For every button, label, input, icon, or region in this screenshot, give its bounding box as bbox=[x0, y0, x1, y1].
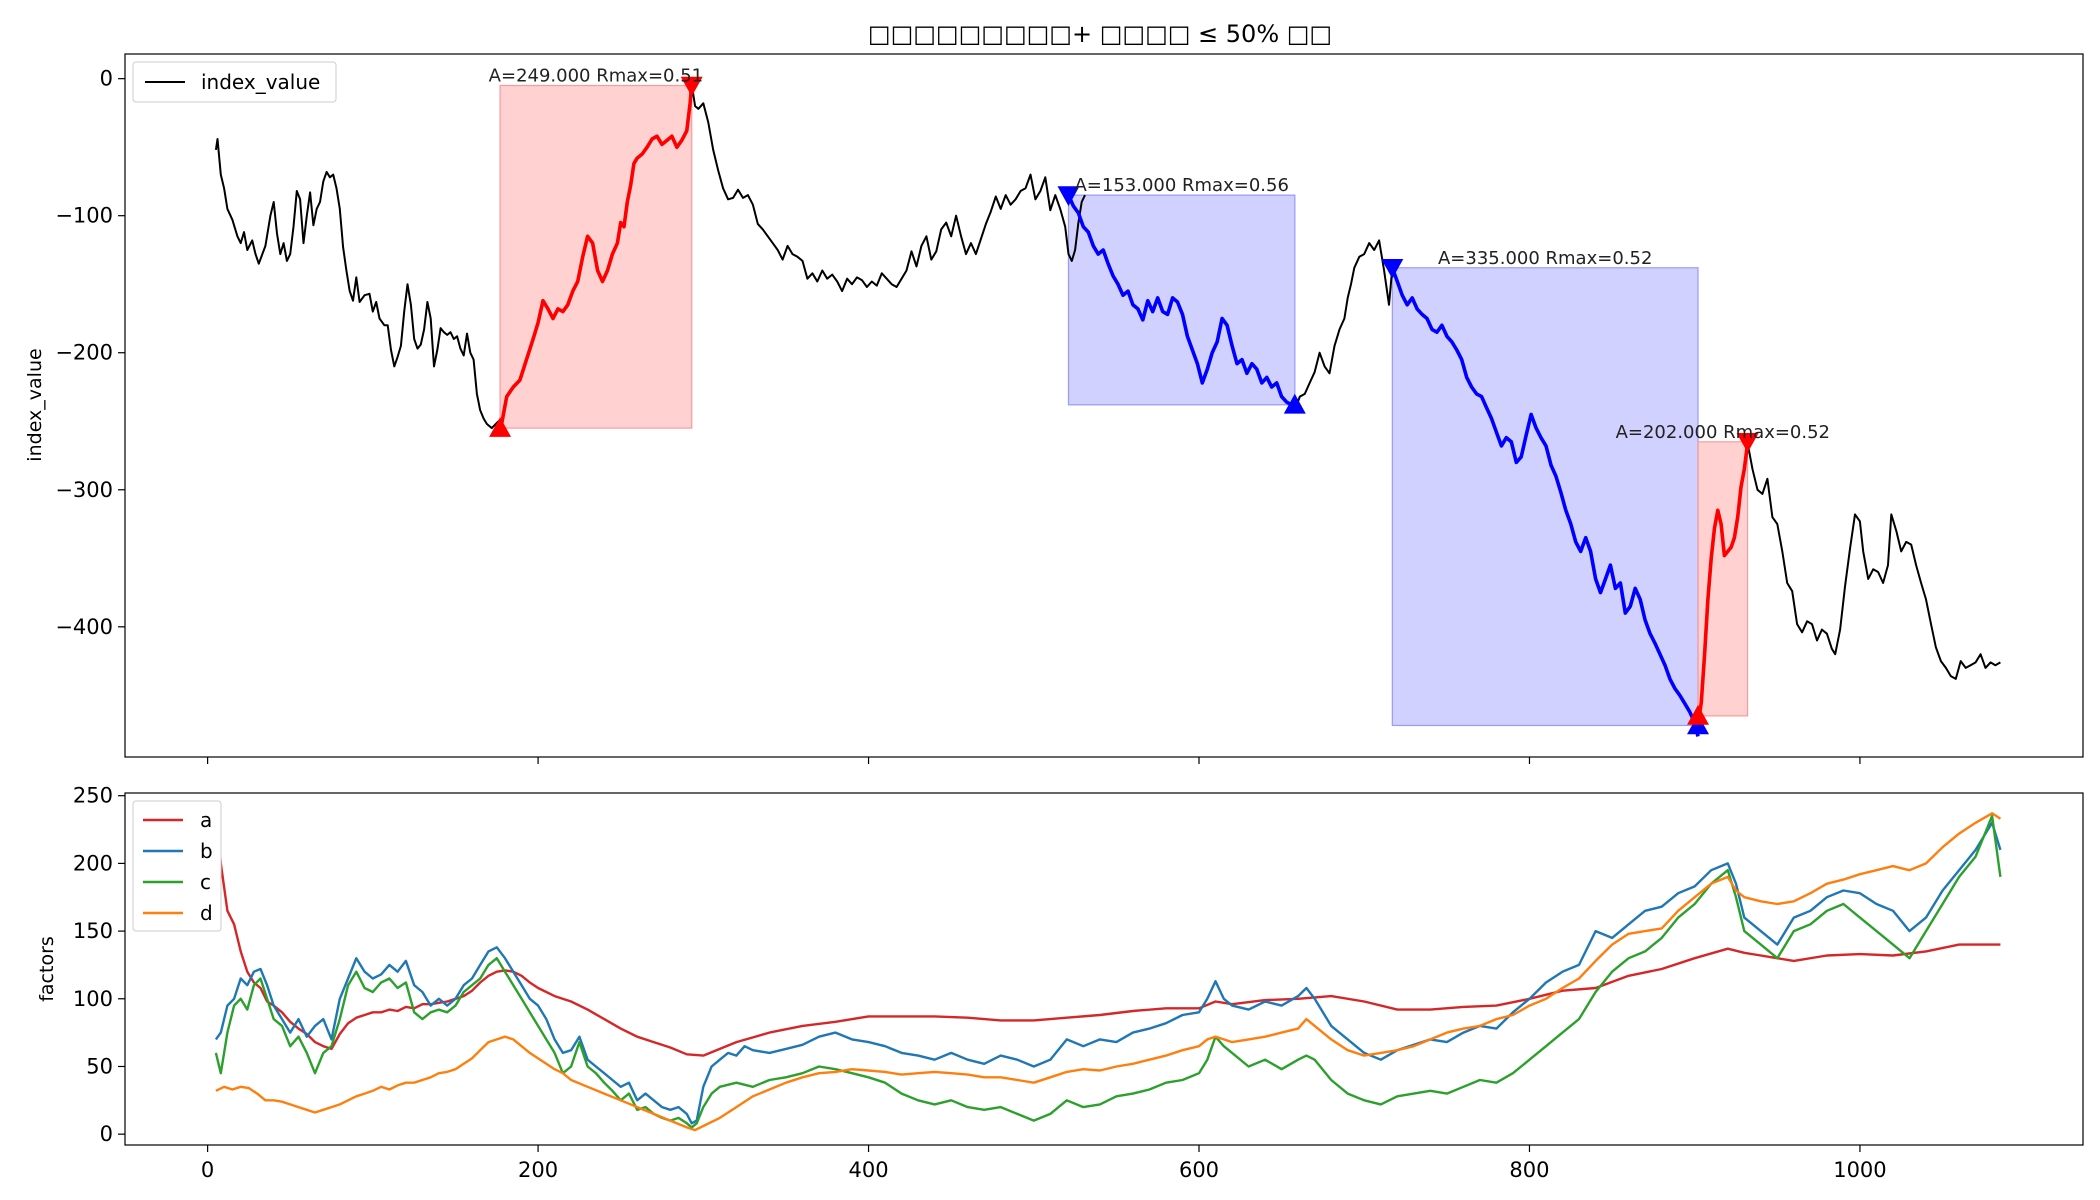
index-value-panel: A=249.000 Rmax=0.51 A=153.000 Rmax=0.56 A=… bbox=[24, 53, 2084, 764]
highlight-box bbox=[1067, 194, 1296, 406]
legend-entry: a bbox=[200, 808, 212, 832]
x-tick-label: 200 bbox=[518, 1158, 558, 1182]
annotations: A=249.000 Rmax=0.51 A=153.000 Rmax=0.56 A=… bbox=[489, 66, 1830, 443]
factors-panel: 0 50 100 150 200 250 0 200 400 600 800 1000 factor… bbox=[36, 784, 2084, 1182]
box-annotation: A=335.000 Rmax=0.52 bbox=[1438, 248, 1652, 269]
legend: a b c d bbox=[132, 800, 222, 932]
legend-entry: b bbox=[200, 839, 213, 863]
chart-title: □□□□□□□□□+ □□□□ ≤ 50% □□ bbox=[868, 20, 1332, 48]
y-axis-label: index_value bbox=[24, 348, 46, 461]
turning-point-marker bbox=[489, 417, 512, 437]
factor-b-line bbox=[214, 821, 2002, 1125]
index-value-line bbox=[1746, 443, 2001, 680]
legend-box bbox=[132, 800, 222, 932]
legend-box bbox=[132, 61, 337, 103]
turning-point-marker bbox=[680, 76, 703, 97]
turning-point-marker bbox=[1687, 704, 1709, 725]
legend: index_value bbox=[132, 61, 337, 103]
series-lines bbox=[214, 83, 2001, 737]
x-tick-label: 800 bbox=[1509, 1158, 1549, 1182]
index-value-line bbox=[690, 83, 1086, 293]
turning-point-marker bbox=[1057, 186, 1080, 207]
y-tick-label: 0 bbox=[100, 67, 113, 91]
turning-point-marker bbox=[1283, 393, 1306, 414]
y-axis-ticks: 0 50 100 150 200 250 bbox=[73, 784, 125, 1146]
factor-c-line bbox=[214, 814, 2002, 1129]
trend-segment-line bbox=[1390, 267, 1700, 737]
legend-entry: index_value bbox=[201, 70, 320, 94]
turning-point-marker bbox=[1736, 433, 1759, 453]
box-annotation: A=249.000 Rmax=0.51 bbox=[489, 66, 703, 87]
y-tick-label: 250 bbox=[73, 784, 113, 808]
plot-frame bbox=[124, 792, 2084, 1146]
turning-point-marker bbox=[1381, 259, 1404, 279]
y-axis-label: factors bbox=[36, 936, 58, 1002]
series-lines bbox=[214, 802, 2002, 1132]
trend-segment-line bbox=[1066, 194, 1297, 412]
trend-segment-line bbox=[1696, 442, 1750, 726]
factor-d-line bbox=[215, 812, 2002, 1132]
x-tick-label: 600 bbox=[1179, 1158, 1219, 1182]
box-annotation: A=153.000 Rmax=0.56 bbox=[1074, 175, 1288, 196]
y-tick-label: 150 bbox=[73, 919, 113, 943]
legend-entry: c bbox=[200, 870, 211, 894]
legend-entry: d bbox=[200, 901, 213, 925]
x-axis-ticks bbox=[207, 757, 1861, 764]
x-axis-ticks: 0 200 400 600 800 1000 bbox=[201, 1145, 1887, 1182]
y-tick-label: −200 bbox=[55, 341, 113, 365]
index-value-line bbox=[214, 138, 502, 433]
x-tick-label: 0 bbox=[201, 1158, 214, 1182]
y-tick-label: −100 bbox=[55, 204, 113, 228]
x-tick-label: 1000 bbox=[1833, 1158, 1886, 1182]
factor-a-line bbox=[214, 802, 2001, 1057]
trend-segment-line bbox=[498, 83, 694, 433]
y-tick-label: 100 bbox=[73, 987, 113, 1011]
y-axis-ticks: 0 −100 −200 −300 −400 bbox=[55, 67, 125, 639]
box-annotation: A=202.000 Rmax=0.52 bbox=[1616, 422, 1830, 443]
y-tick-label: −300 bbox=[55, 478, 113, 502]
x-tick-label: 400 bbox=[848, 1158, 888, 1182]
y-tick-label: −400 bbox=[55, 615, 113, 639]
y-tick-label: 0 bbox=[100, 1122, 113, 1146]
turning-point-markers bbox=[489, 76, 1759, 735]
y-tick-label: 200 bbox=[73, 851, 113, 875]
highlight-box bbox=[1391, 267, 1699, 727]
index-value-line bbox=[1293, 239, 1394, 411]
highlight-boxes bbox=[499, 84, 1749, 727]
y-tick-label: 50 bbox=[86, 1054, 113, 1078]
plot-frame bbox=[124, 53, 2084, 758]
